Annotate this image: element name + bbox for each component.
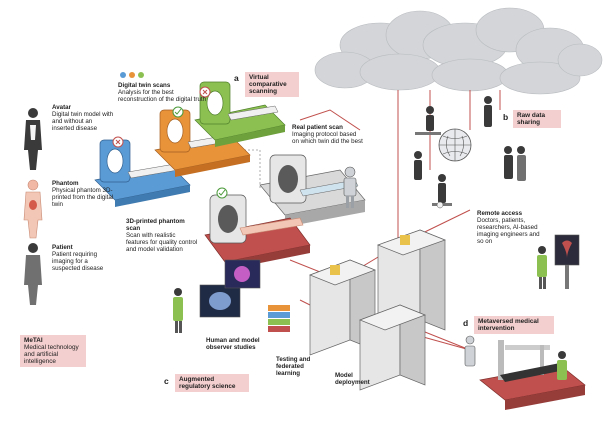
tag-b: Raw data sharing: [513, 110, 561, 128]
patient-icon: [24, 243, 42, 305]
remote-label: Remote access Doctors, patients, researc…: [477, 210, 547, 245]
tag-c: Augmented regulatory science: [175, 374, 249, 392]
real-patient-scanner: [259, 154, 366, 227]
phantom-scan-desc: Scan with realistic features for quality…: [126, 232, 198, 253]
observer-icon: [173, 288, 183, 333]
patient-label: Patient Patient requiring imaging for a …: [52, 244, 114, 272]
monitor-icon: [554, 234, 580, 289]
cloud-icon: [314, 7, 603, 95]
remote-desc: Doctors, patients, researchers, AI-based…: [477, 217, 540, 245]
orange-dot-icon: [129, 72, 135, 78]
observer-label: Human and model observer studies: [206, 337, 260, 351]
green-dot-icon: [138, 72, 144, 78]
globe-icon: [438, 128, 472, 162]
patient-title: Patient: [52, 244, 73, 251]
blue-dot-icon: [120, 72, 126, 78]
avatar-title: Avatar: [52, 104, 72, 111]
metai-title: MeTAI: [24, 337, 43, 344]
patient-desc: Patient requiring imaging for a suspecte…: [52, 251, 104, 272]
twin-scans-label: Digital twin scans Analysis for the best…: [118, 82, 210, 103]
scanner-blue: [94, 136, 191, 207]
twin-scans-desc: Analysis for the best reconstruction of …: [118, 89, 207, 103]
tag-a: Virtual comparative scanning: [245, 72, 299, 97]
phantom-desc: Physical phantom 3D-printed from the dig…: [52, 187, 114, 208]
remote-title: Remote access: [477, 210, 523, 217]
building-3: [359, 304, 426, 391]
robot-icon: [343, 166, 357, 208]
real-scan-desc: Imaging protocol based on which twin did…: [292, 131, 363, 145]
server-stack-icon: [268, 305, 290, 332]
avatar-desc: Digital twin model with and without an i…: [52, 111, 114, 132]
phantom-scan-label: 3D-printed phantom scan Scan with realis…: [126, 218, 198, 253]
phantom-icon: [23, 179, 43, 239]
metai-desc: Medical technology and artificial intell…: [24, 344, 79, 365]
people-group: [414, 96, 526, 209]
real-scan-label: Real patient scan Imaging protocol based…: [292, 124, 364, 145]
testing-label: Testing and federated learning: [276, 356, 311, 377]
phantom-title: Phantom: [52, 180, 79, 187]
twin-color-dots: [120, 72, 144, 78]
phantom-scan-title: 3D-printed phantom scan: [126, 218, 185, 232]
real-scan-title: Real patient scan: [292, 124, 343, 131]
metai-box: MeTAI Medical technology and artificial …: [20, 335, 86, 367]
avatar-label: Avatar Digital twin model with and witho…: [52, 104, 114, 132]
tag-d: Metaversed medical intervention: [474, 316, 554, 334]
letter-b: b: [503, 112, 509, 122]
twin-scans-title: Digital twin scans: [118, 82, 171, 89]
scanner-green: [194, 81, 286, 147]
letter-d: d: [463, 318, 469, 328]
avatar-icon: [24, 108, 42, 170]
surgery-scene: [464, 335, 586, 410]
brain-screen-icon: [199, 259, 261, 318]
deployment-label: Model deployment: [335, 372, 370, 386]
phantom-label: Phantom Physical phantom 3D-printed from…: [52, 180, 114, 208]
doctor-icon: [537, 246, 547, 289]
letter-a: a: [234, 73, 239, 83]
letter-c: c: [164, 376, 169, 386]
